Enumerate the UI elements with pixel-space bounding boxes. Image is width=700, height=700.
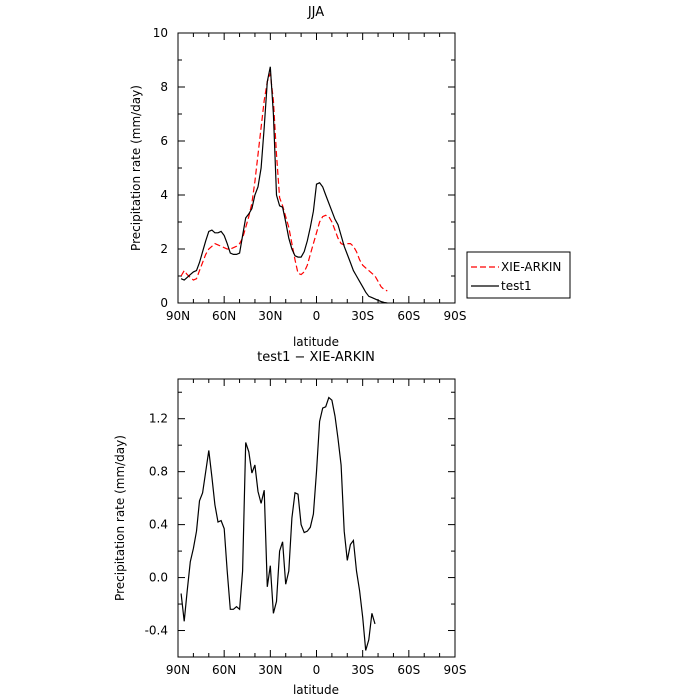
x-tick-label: 30S (351, 309, 374, 323)
x-tick-label: 60S (397, 309, 420, 323)
chart-title: test1 − XIE-ARKIN (257, 350, 375, 365)
legend-label-xie-arkin: XIE-ARKIN (501, 260, 561, 274)
x-tick-label: 90N (166, 309, 190, 323)
x-tick-label: 0 (313, 309, 321, 323)
plot-frame (177, 378, 456, 658)
x-tick-label: 30N (258, 309, 282, 323)
y-tick-label: 0.0 (149, 571, 168, 585)
x-tick-label: 60S (397, 663, 420, 677)
x-tick-label: 60N (212, 309, 236, 323)
chart-panel-precipitation-difference: test1 − XIE-ARKIN latitude Precipitation… (113, 350, 466, 697)
x-tick-label: 0 (313, 663, 321, 677)
chart-panel-precipitation-jja: JJA latitude Precipitation rate (mm/day)… (129, 5, 466, 349)
series-line-difference (180, 396, 376, 651)
series-line-xie-arkin (180, 73, 388, 292)
y-tick-label: 0.8 (149, 465, 168, 479)
x-axis-label: latitude (293, 683, 339, 697)
x-tick-label: 90N (166, 663, 190, 677)
series-line-test1 (180, 66, 388, 304)
y-tick-label: 4 (160, 188, 168, 202)
y-tick-label: -0.4 (145, 624, 168, 638)
y-axis-label: Precipitation rate (mm/day) (113, 435, 127, 601)
y-tick-label: 6 (160, 134, 168, 148)
y-tick-label: 0 (160, 296, 168, 310)
x-axis-label: latitude (293, 335, 339, 349)
y-tick-label: 1.2 (149, 412, 168, 426)
x-tick-label: 90S (444, 663, 467, 677)
x-tick-label: 30N (258, 663, 282, 677)
y-tick-label: 0.4 (149, 518, 168, 532)
legend-label-test1: test1 (501, 279, 532, 293)
x-tick-label: 60N (212, 663, 236, 677)
chart-title: JJA (307, 5, 324, 20)
y-tick-label: 10 (153, 26, 168, 40)
y-tick-label: 8 (160, 80, 168, 94)
y-axis-label: Precipitation rate (mm/day) (129, 85, 143, 251)
x-tick-label: 30S (351, 663, 374, 677)
x-tick-label: 90S (444, 309, 467, 323)
legend: XIE-ARKIN test1 (466, 251, 571, 299)
plot-frame (177, 32, 456, 304)
legend-box (466, 251, 571, 299)
y-tick-label: 2 (160, 242, 168, 256)
